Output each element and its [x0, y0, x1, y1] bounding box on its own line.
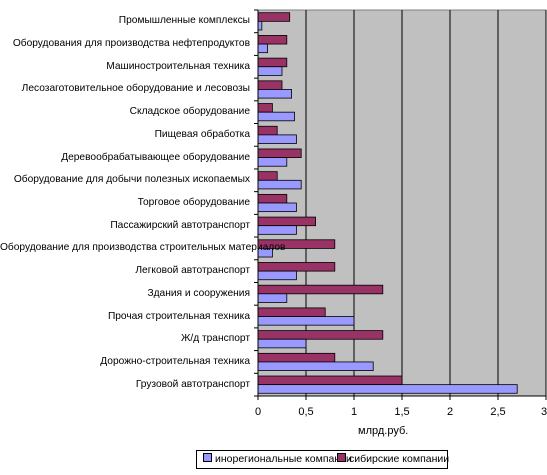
category-label: Прочая строительная техника [107, 310, 250, 322]
bar-inoregional-9 [257, 225, 297, 235]
category-label: Грузовой автотранспорт [135, 378, 250, 390]
legend: инорегиональные компании сибирские компа… [196, 450, 449, 469]
category-label: Торговое оборудование [137, 197, 250, 208]
x-tick-label: 0,5 [298, 406, 314, 418]
x-tick-label: 0 [254, 406, 262, 418]
legend-label-siberian: сибирские компании [349, 453, 450, 465]
x-tick-label: 2,5 [490, 406, 506, 418]
bar-inoregional-14 [257, 338, 307, 349]
bar-siberian-7 [257, 171, 278, 181]
category-label: Лесозаготовительное оборудование и лесов… [21, 83, 250, 95]
legend-swatch-inoregional [203, 453, 212, 462]
legend-item-siberian: сибирские компании [337, 453, 449, 466]
legend-item-inoregional: инорегиональные компании [203, 453, 352, 466]
bar-inoregional-5 [257, 134, 297, 144]
bar-inoregional-15 [257, 361, 374, 371]
category-label: Ж/д транспорт [180, 333, 250, 345]
bar-siberian-16 [257, 375, 403, 386]
category-label: Промышленные комплексы [118, 15, 250, 27]
bar-inoregional-7 [257, 179, 302, 190]
category-label: Машиностроительная техника [106, 60, 250, 72]
bar-siberian-14 [257, 330, 384, 340]
bar-inoregional-0 [257, 20, 263, 31]
x-tick-label: 2 [446, 406, 454, 418]
category-label: Оборудование для производства строительн… [0, 242, 286, 254]
bar-inoregional-1 [257, 43, 269, 54]
bar-inoregional-8 [257, 202, 297, 213]
category-label: Оборудования для производства нефтепроду… [12, 38, 250, 50]
category-label: Здания и сооружения [147, 287, 250, 299]
bar-siberian-9 [257, 216, 316, 227]
bar-inoregional-3 [257, 89, 292, 99]
bar-inoregional-6 [257, 157, 288, 167]
category-label: Деревообрабатывающее оборудование [61, 151, 250, 163]
bar-inoregional-12 [257, 293, 288, 303]
bar-siberian-8 [257, 193, 288, 204]
category-label: Пищевая обработка [154, 128, 250, 140]
bar-siberian-3 [257, 80, 283, 90]
legend-swatch-siberian [337, 453, 346, 462]
bar-inoregional-13 [257, 316, 355, 326]
bar-siberian-5 [257, 125, 278, 136]
legend-label-inoregional: инорегиональные компании [215, 453, 352, 465]
bar-inoregional-16 [257, 384, 518, 394]
bar-siberian-15 [257, 352, 336, 363]
bar-siberian-11 [257, 262, 336, 272]
bar-inoregional-2 [257, 66, 283, 76]
bar-siberian-2 [257, 57, 288, 68]
bar-siberian-4 [257, 103, 273, 113]
x-tick-label: 1 [350, 406, 358, 418]
x-tick-label: 1,5 [394, 406, 410, 418]
category-label: Дорожно-строительная техника [100, 355, 250, 367]
category-label: Оборудование для добычи полезных ископае… [13, 174, 250, 186]
category-label: Складское оборудование [129, 106, 250, 118]
x-axis-label: млрд.руб. [358, 425, 409, 437]
bar-siberian-13 [257, 307, 326, 317]
bar-siberian-1 [257, 35, 288, 45]
bar-siberian-6 [257, 148, 302, 158]
category-label: Пассажирский автотранспорт [110, 219, 250, 231]
category-label: Легковой автотранспорт [135, 265, 250, 277]
x-tick-label: 3 [540, 406, 547, 418]
bar-siberian-0 [257, 12, 291, 22]
bar-siberian-12 [257, 284, 384, 295]
bar-inoregional-4 [257, 111, 295, 122]
bar-inoregional-11 [257, 270, 297, 281]
